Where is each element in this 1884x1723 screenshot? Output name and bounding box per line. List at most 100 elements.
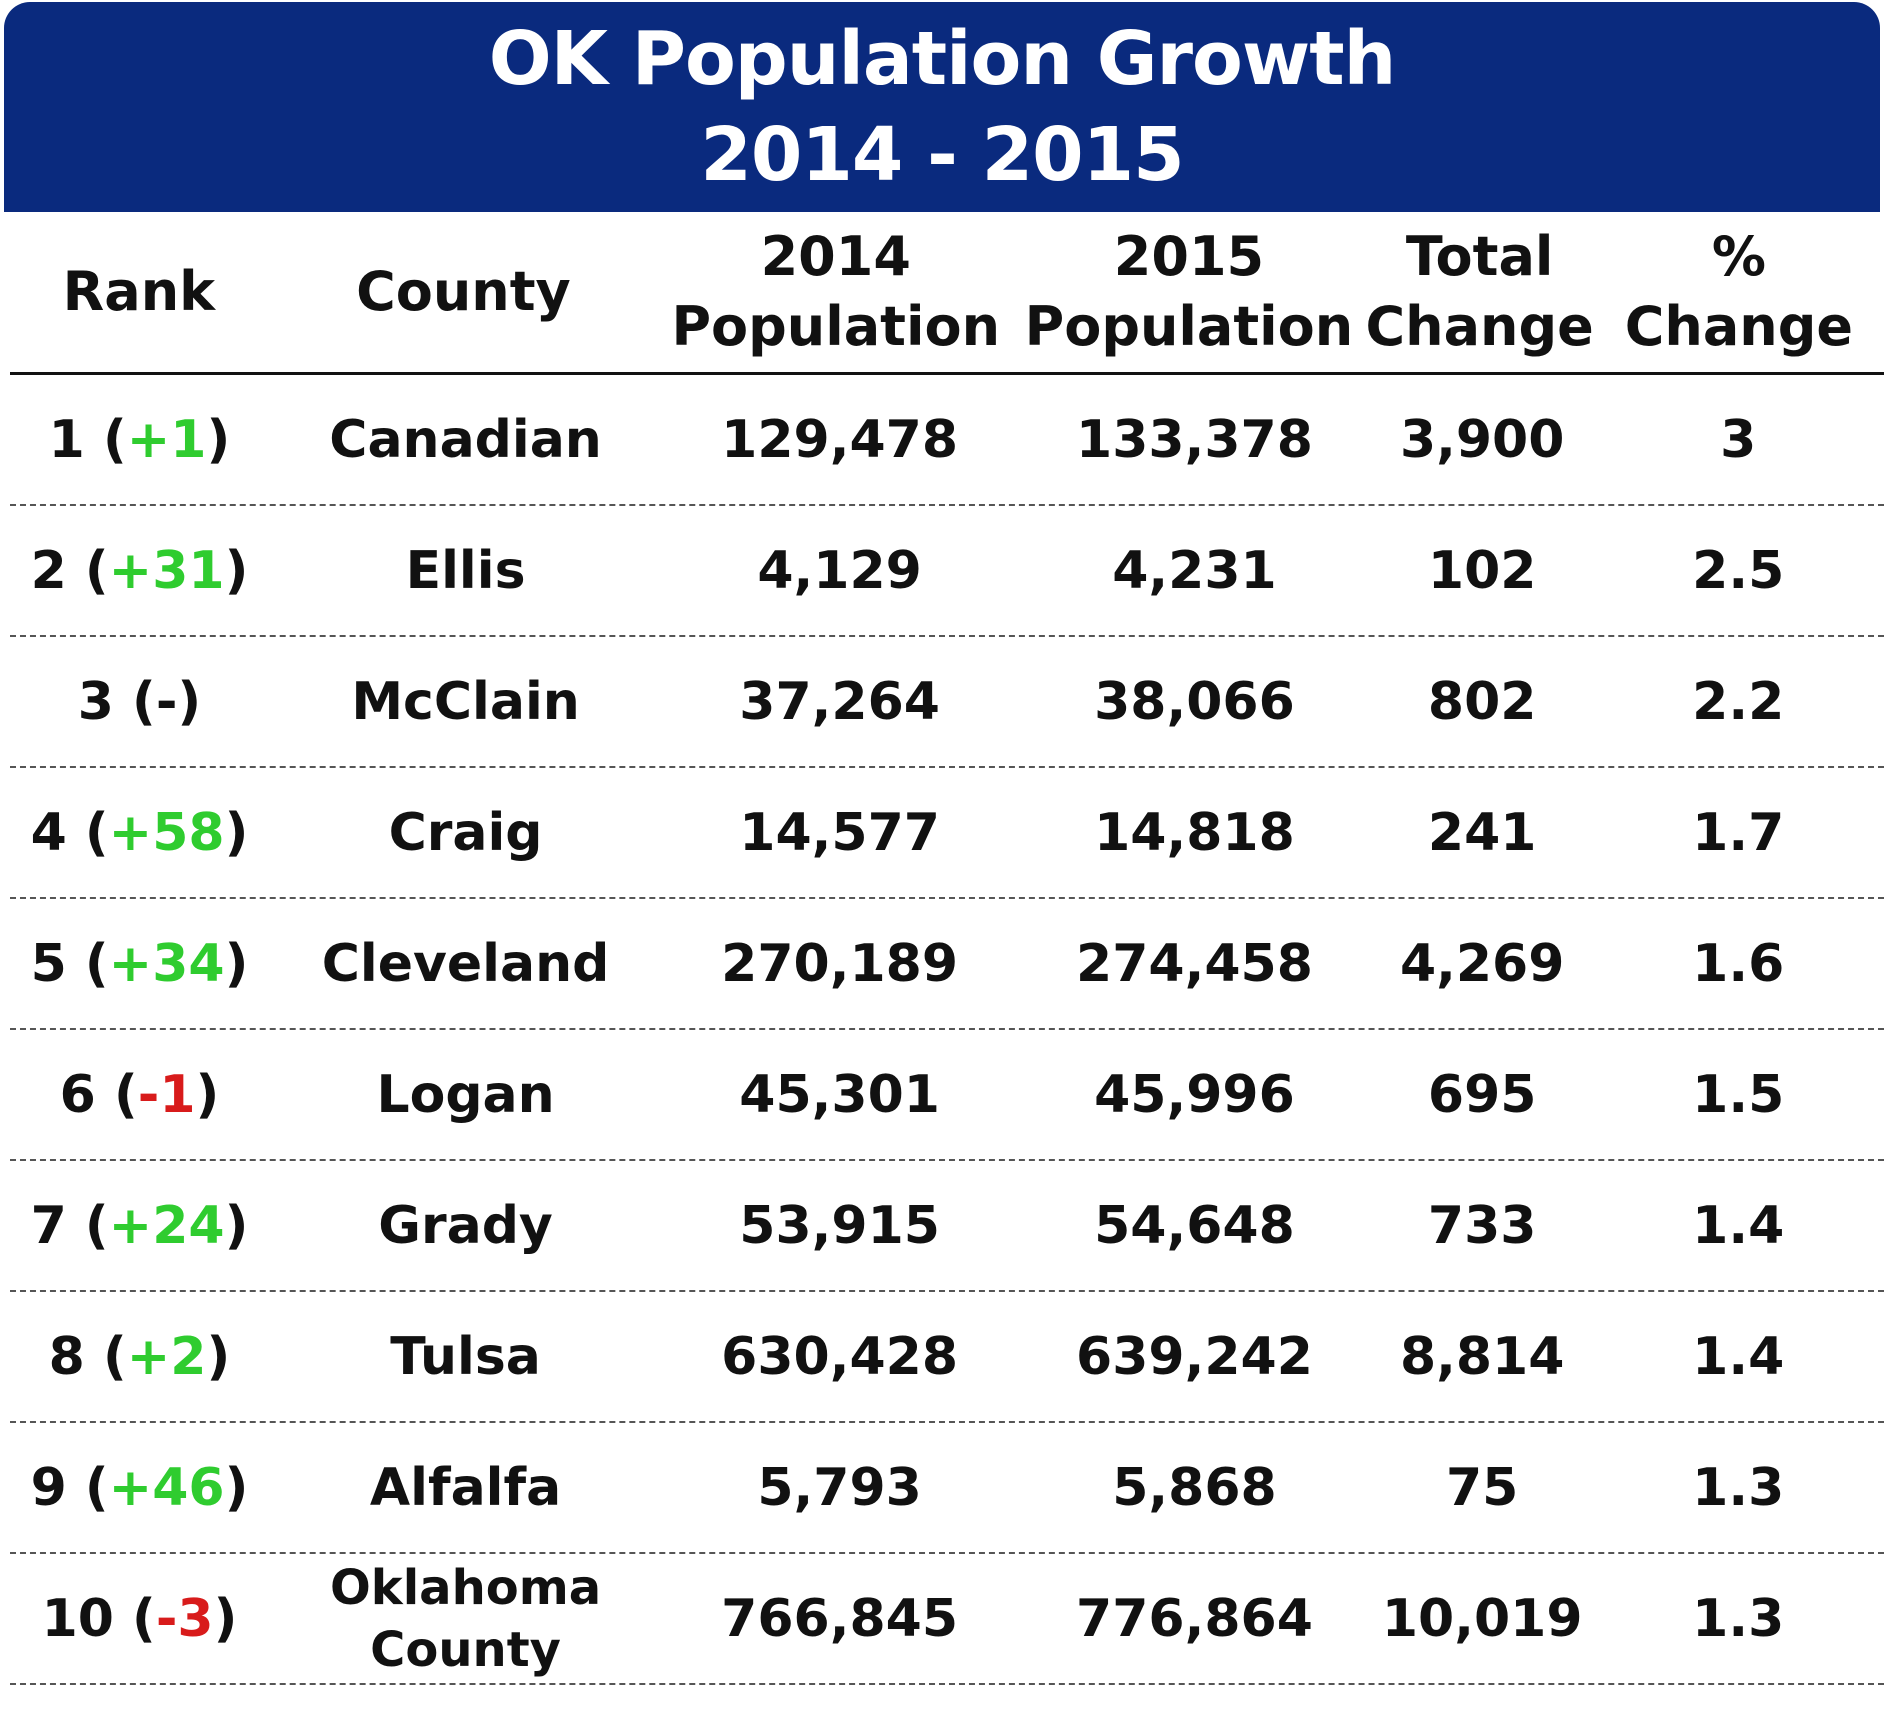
title-banner: OK Population Growth 2014 - 2015: [4, 2, 1880, 212]
header-rank: Rank: [10, 257, 268, 327]
percent-change-value: 2.2: [1692, 671, 1785, 732]
pop-2015-cell: 45,996: [1017, 1065, 1372, 1125]
county-cell: Alfalfa: [269, 1458, 662, 1518]
county-name: Alfalfa: [369, 1457, 562, 1518]
county-name: Tulsa: [390, 1326, 541, 1387]
total-change-cell: 4,269: [1372, 934, 1593, 994]
pop-2015-cell: 54,648: [1017, 1196, 1372, 1256]
title-line-2: 2014 - 2015: [700, 112, 1184, 198]
percent-change-cell: 3: [1592, 410, 1884, 470]
pop-2014-value: 270,189: [721, 933, 959, 994]
rank-number: 1 (: [48, 409, 127, 470]
table-row: 4 (+58) Craig 14,577 14,818 241 1.7: [10, 768, 1884, 899]
table-row: 6 (-1) Logan 45,301 45,996 695 1.5: [10, 1030, 1884, 1161]
table-row: 1 (+1) Canadian 129,478 133,378 3,900 3: [10, 375, 1884, 506]
rank-cell: 7 (+24): [10, 1196, 269, 1256]
rank-close-paren: ): [213, 1588, 238, 1649]
header-percent-change: % Change: [1594, 222, 1884, 362]
rank-cell: 4 (+58): [10, 803, 269, 863]
rank-movement: -3: [155, 1588, 214, 1649]
percent-change-value: 1.6: [1692, 933, 1785, 994]
percent-change-value: 1.7: [1692, 802, 1785, 863]
percent-change-cell: 1.4: [1592, 1196, 1884, 1256]
total-change-value: 733: [1427, 1195, 1537, 1256]
pop-2014-cell: 4,129: [662, 541, 1017, 601]
pop-2015-value: 133,378: [1076, 409, 1313, 470]
county-cell: McClain: [269, 672, 662, 732]
header-pop2015-line-2: Population: [1024, 295, 1354, 358]
percent-change-cell: 2.5: [1592, 541, 1884, 601]
total-change-value: 75: [1445, 1457, 1519, 1518]
pop-2015-cell: 14,818: [1017, 803, 1372, 863]
rank-close-paren: ): [177, 671, 202, 732]
total-change-cell: 75: [1372, 1458, 1593, 1518]
rank-number: 9 (: [30, 1457, 109, 1518]
pop-2015-value: 776,864: [1076, 1588, 1313, 1649]
total-change-cell: 733: [1372, 1196, 1593, 1256]
header-2015-population: 2015 Population: [1012, 222, 1365, 362]
pop-2014-value: 766,845: [721, 1588, 959, 1649]
percent-change-value: 1.5: [1692, 1064, 1785, 1125]
percent-change-cell: 2.2: [1592, 672, 1884, 732]
percent-change-cell: 1.5: [1592, 1065, 1884, 1125]
total-change-value: 4,269: [1399, 933, 1565, 994]
percent-change-value: 1.4: [1692, 1195, 1785, 1256]
rank-close-paren: ): [224, 540, 249, 601]
percent-change-value: 1.3: [1692, 1457, 1785, 1518]
pop-2014-cell: 766,845: [662, 1589, 1017, 1649]
county-name: Cleveland: [321, 933, 610, 994]
pop-2014-cell: 53,915: [662, 1196, 1017, 1256]
total-change-value: 102: [1427, 540, 1537, 601]
rank-movement: -: [155, 671, 178, 732]
total-change-value: 8,814: [1399, 1326, 1565, 1387]
pop-2014-cell: 14,577: [662, 803, 1017, 863]
county-cell: Ellis: [269, 541, 662, 601]
rank-movement: +2: [126, 1326, 207, 1387]
pop-2014-value: 5,793: [757, 1457, 922, 1518]
rank-movement: +58: [108, 802, 225, 863]
percent-change-cell: 1.7: [1592, 803, 1884, 863]
rank-cell: 9 (+46): [10, 1458, 269, 1518]
total-change-value: 695: [1427, 1064, 1537, 1125]
pop-2014-cell: 129,478: [662, 410, 1017, 470]
rank-movement: -1: [137, 1064, 196, 1125]
percent-change-cell: 1.3: [1592, 1458, 1884, 1518]
county-name: Logan: [376, 1064, 555, 1125]
percent-change-cell: 1.6: [1592, 934, 1884, 994]
pop-2015-cell: 274,458: [1017, 934, 1372, 994]
pop-2014-cell: 45,301: [662, 1065, 1017, 1125]
header-total-line-1: Total: [1405, 225, 1554, 288]
total-change-cell: 802: [1372, 672, 1593, 732]
total-change-value: 802: [1427, 671, 1537, 732]
header-pct-line-1: %: [1711, 225, 1766, 288]
pop-2015-cell: 38,066: [1017, 672, 1372, 732]
rank-number: 6 (: [59, 1064, 138, 1125]
county-name: Craig: [388, 802, 543, 863]
county-name: Grady: [378, 1195, 553, 1256]
header-county: County: [268, 257, 659, 327]
rank-close-paren: ): [224, 802, 249, 863]
data-table: Rank County 2014 Population 2015 Populatio…: [10, 212, 1884, 1685]
pop-2014-value: 53,915: [739, 1195, 940, 1256]
rank-movement: +46: [108, 1457, 225, 1518]
header-pct-line-2: Change: [1624, 295, 1853, 358]
rank-close-paren: ): [224, 933, 249, 994]
rank-movement: +24: [108, 1195, 225, 1256]
pop-2015-value: 14,818: [1094, 802, 1295, 863]
total-change-cell: 8,814: [1372, 1327, 1593, 1387]
pop-2015-cell: 5,868: [1017, 1458, 1372, 1518]
header-rank-line-1: Rank: [62, 260, 216, 323]
table-header-row: Rank County 2014 Population 2015 Populatio…: [10, 212, 1884, 375]
header-pop2014-line-2: Population: [671, 295, 1001, 358]
header-pop2015-line-1: 2015: [1113, 225, 1265, 288]
rank-cell: 10 (-3): [10, 1589, 269, 1649]
header-total-change: Total Change: [1366, 222, 1594, 362]
percent-change-cell: 1.4: [1592, 1327, 1884, 1387]
rank-number: 2 (: [30, 540, 109, 601]
total-change-cell: 102: [1372, 541, 1593, 601]
rank-close-paren: ): [224, 1195, 249, 1256]
table-row: 7 (+24) Grady 53,915 54,648 733 1.4: [10, 1161, 1884, 1292]
total-change-value: 10,019: [1381, 1588, 1583, 1649]
percent-change-cell: 1.3: [1592, 1589, 1884, 1649]
